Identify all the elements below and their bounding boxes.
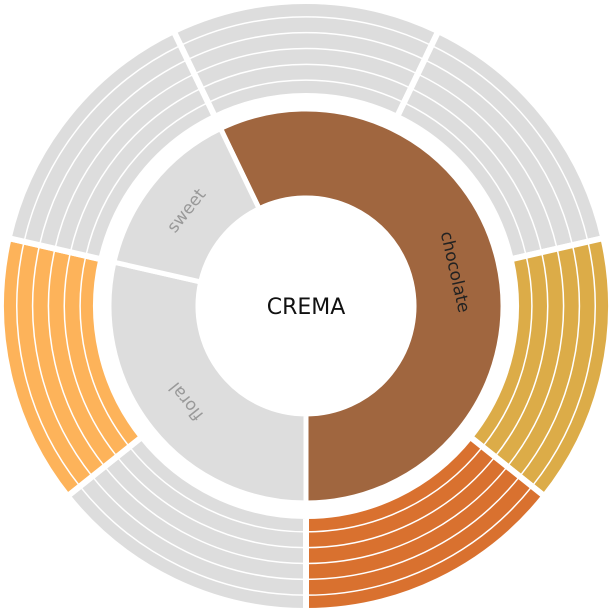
- band-line: [305, 456, 496, 549]
- band-line: [63, 252, 118, 458]
- band-line: [424, 59, 574, 246]
- band-line: [494, 252, 549, 458]
- band-line: [506, 248, 565, 468]
- band-line: [85, 101, 209, 256]
- outer-segment: [5, 27, 219, 263]
- band-line: [180, 16, 432, 47]
- band-line: [16, 241, 81, 487]
- band-line: [403, 101, 527, 256]
- band-line: [187, 31, 425, 61]
- band-line: [305, 466, 508, 565]
- band-line: [79, 485, 307, 596]
- band-line: [410, 87, 543, 253]
- band-line: [128, 446, 307, 533]
- band-line: [47, 248, 106, 468]
- band-line: [116, 456, 307, 549]
- band-line: [207, 79, 405, 104]
- band-line: [38, 59, 188, 246]
- band-line: [54, 73, 195, 249]
- band-line: [519, 245, 580, 477]
- band-line: [417, 73, 558, 249]
- band-line: [23, 44, 181, 242]
- band-line: [481, 255, 533, 448]
- band-line: [104, 466, 307, 565]
- band-line: [305, 475, 521, 581]
- band-line: [431, 44, 589, 242]
- inner-segment: [110, 125, 263, 285]
- band-line: [305, 485, 533, 596]
- band-line: [200, 63, 412, 89]
- inner-segment: [106, 259, 309, 506]
- band-line: [305, 446, 484, 533]
- band-line: [193, 47, 419, 75]
- band-line: [79, 255, 131, 448]
- inner-segment: [217, 106, 506, 506]
- chart-title: CREMA: [267, 295, 346, 320]
- band-line: [32, 245, 93, 477]
- band-line: [91, 475, 307, 581]
- band-line: [69, 87, 202, 253]
- band-line: [531, 241, 596, 487]
